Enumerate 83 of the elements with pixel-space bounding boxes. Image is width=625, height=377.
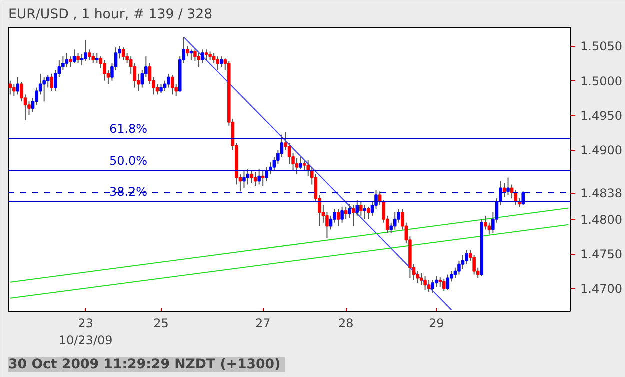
candlestick (167, 73, 170, 88)
candlestick (80, 54, 84, 66)
candlestick (446, 274, 450, 291)
candlestick (265, 166, 268, 182)
candlestick (258, 169, 261, 186)
candlestick (201, 49, 204, 64)
candlestick (88, 49, 92, 61)
candlestick (96, 52, 99, 64)
candlestick (103, 60, 106, 82)
candlestick (340, 206, 344, 224)
candlestick (329, 215, 333, 230)
candlestick (92, 52, 95, 64)
candlestick (288, 142, 292, 164)
candlestick (204, 49, 208, 61)
candlestick (8, 80, 12, 96)
candlestick (488, 222, 492, 236)
candlestick (280, 134, 284, 158)
candlestick (302, 160, 306, 172)
candlestick (216, 56, 220, 71)
candlestick (420, 272, 424, 286)
candlestick (442, 278, 446, 292)
candlestick (363, 205, 367, 220)
text: 30 Oct 2009 11:29:29 NZDT (+1300) (8, 358, 281, 372)
candlestick (431, 280, 434, 294)
candlestick (65, 52, 69, 68)
candlestick (220, 56, 224, 68)
candlestick (397, 208, 401, 224)
candlestick (352, 205, 356, 227)
candlestick (356, 199, 360, 216)
candlestick (190, 49, 194, 61)
candlestick (438, 277, 442, 288)
candlestick (246, 169, 250, 186)
candlestick (261, 170, 265, 187)
candlestick (242, 170, 246, 189)
candlestick (360, 202, 363, 216)
candlestick (122, 47, 126, 61)
candlestick (472, 254, 476, 276)
candlestick (16, 76, 20, 96)
candlestick (212, 52, 216, 64)
candlestick (502, 182, 506, 198)
candlestick (50, 73, 54, 92)
annotation: 50.0% (109, 154, 148, 168)
candlestick (295, 158, 299, 175)
y-tick-label: 1.4838 (580, 186, 622, 201)
candlestick (393, 212, 397, 230)
annotation: 61.8% (109, 122, 148, 136)
candlestick (506, 177, 510, 196)
candlestick (344, 206, 348, 220)
candlestick (69, 56, 72, 68)
candlestick (522, 191, 525, 206)
candlestick (197, 52, 201, 68)
x-tick-label: 29 (428, 316, 444, 330)
candlestick (163, 80, 167, 92)
candlestick (250, 170, 254, 184)
x-tick-label: 27 (255, 316, 271, 330)
candlestick (461, 254, 465, 270)
candlestick (170, 74, 174, 96)
candlestick (12, 84, 16, 97)
y-tick-label: 1.4700 (580, 282, 622, 296)
y-tick-label: 1.4800 (580, 212, 622, 227)
x-tick-label: 28 (338, 316, 354, 330)
candlestick (160, 84, 163, 94)
candlestick (72, 49, 76, 64)
candlestick (84, 39, 88, 62)
candlestick (254, 172, 258, 187)
y-tick-label: 1.4950 (580, 108, 622, 123)
candlestick (336, 208, 340, 227)
candlestick (484, 215, 488, 230)
x-tick-label: 23 10/23/09 (58, 316, 113, 348)
candlestick (186, 46, 190, 58)
candlestick (42, 76, 46, 102)
y-tick-label: 1.4750 (580, 248, 622, 262)
x-tick-label: 25 (154, 316, 169, 330)
y-tick-label: 1.5000 (580, 74, 622, 88)
candlestick (299, 156, 302, 170)
chart-title: EUR/USD , 1 hour, # 139 / 328 (8, 8, 213, 22)
candlestick (465, 250, 468, 265)
candlestick (424, 276, 427, 291)
candlestick (427, 280, 431, 293)
y-tick-label: 1.5050 (580, 40, 622, 54)
candlestick (76, 52, 80, 64)
candlestick (367, 206, 370, 220)
y-tick-label: 1.4900 (580, 144, 622, 158)
